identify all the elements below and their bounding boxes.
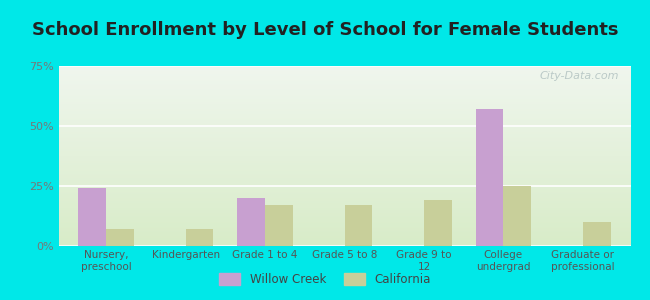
Bar bbox=[106, 229, 134, 246]
Text: School Enrollment by Level of School for Female Students: School Enrollment by Level of School for… bbox=[32, 21, 618, 39]
Bar bbox=[583, 222, 610, 246]
Text: City-Data.com: City-Data.com bbox=[540, 71, 619, 81]
Bar bbox=[265, 205, 293, 246]
Bar bbox=[476, 109, 503, 246]
Bar bbox=[237, 198, 265, 246]
Bar bbox=[79, 188, 106, 246]
Bar bbox=[344, 205, 372, 246]
Bar bbox=[186, 229, 213, 246]
Bar bbox=[503, 186, 531, 246]
Legend: Willow Creek, California: Willow Creek, California bbox=[214, 268, 436, 291]
Bar bbox=[424, 200, 452, 246]
